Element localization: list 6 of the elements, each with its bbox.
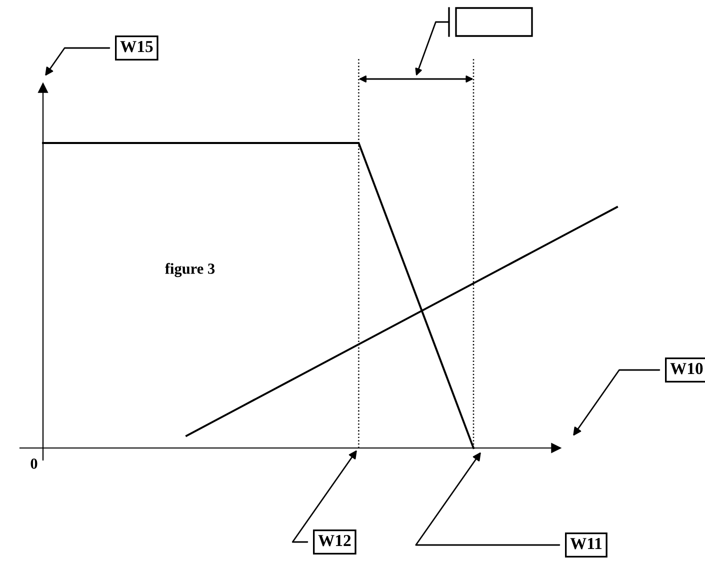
text: 0 <box>30 458 38 469</box>
text: W12 <box>318 534 351 546</box>
annotation: figure 3 <box>165 262 215 278</box>
text: W15 <box>120 41 153 52</box>
text: W10 <box>670 362 703 374</box>
text: W11 <box>570 538 602 550</box>
